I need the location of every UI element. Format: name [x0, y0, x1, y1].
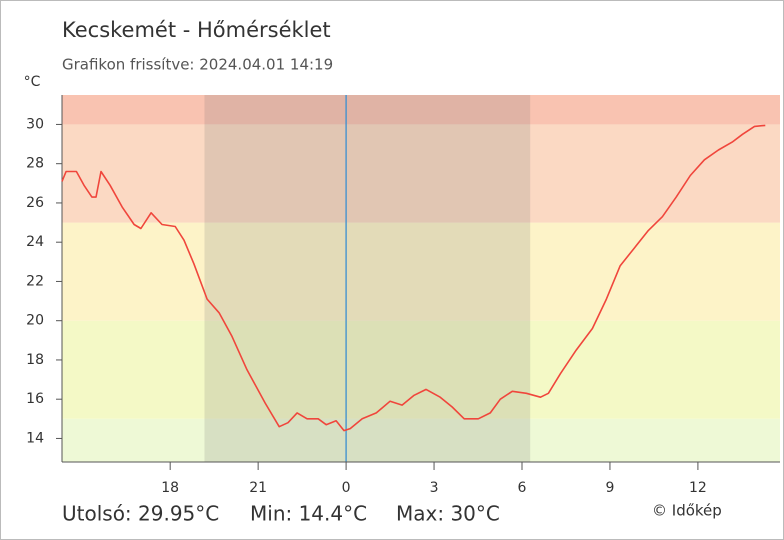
stat-last: Utolsó: 29.95°C: [62, 502, 219, 526]
stat-min: Min: 14.4°C: [250, 502, 367, 526]
y-tick-label: 16: [26, 391, 44, 407]
x-tick-label: 9: [605, 480, 614, 496]
x-tick-label: 18: [161, 480, 179, 496]
y-tick-label: 22: [26, 273, 44, 289]
temp-band: [62, 124, 780, 223]
temp-band: [62, 95, 780, 125]
y-tick-label: 14: [26, 430, 44, 446]
plot-area: [62, 95, 780, 462]
stat-max: Max: 30°C: [396, 502, 500, 526]
y-tick-label: 20: [26, 313, 44, 329]
temp-band: [62, 320, 780, 419]
x-tick-label: 0: [342, 480, 351, 496]
x-tick-label: 3: [430, 480, 439, 496]
night-shade: [204, 95, 531, 462]
x-tick-label: 21: [249, 480, 267, 496]
x-tick-label: 6: [518, 480, 527, 496]
y-tick-label: 28: [26, 156, 44, 172]
temp-band: [62, 222, 780, 321]
x-tick-label: 12: [689, 480, 707, 496]
y-tick-label: 24: [26, 234, 44, 250]
temperature-line: [61, 124, 766, 432]
chart-title: Kecskemét - Hőmérséklet: [62, 18, 331, 42]
chart-subtitle: Grafikon frissítve: 2024.04.01 14:19: [62, 56, 333, 74]
y-unit: °C: [24, 74, 41, 90]
credit: © Időkép: [652, 502, 722, 520]
y-tick-label: 30: [26, 116, 44, 132]
y-tick-label: 26: [26, 195, 44, 211]
y-tick-label: 18: [26, 352, 44, 368]
temp-band: [62, 418, 780, 462]
